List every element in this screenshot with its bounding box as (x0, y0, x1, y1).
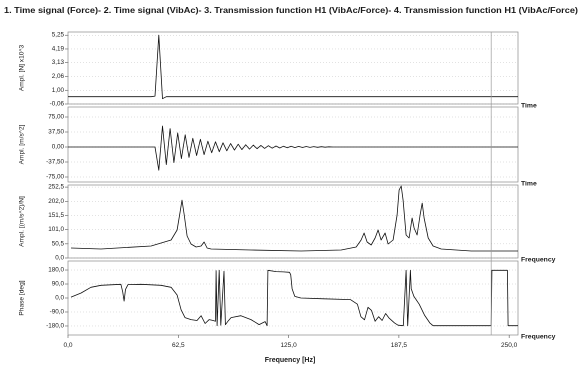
plot-panels: 5,25 4,19 3,13 2,06 1,00 -0,06 Ampl. [N] x10^3… (19, 31, 556, 341)
y-tick-label: -37,50 (46, 159, 64, 166)
y-tick-label: 75,00 (48, 114, 64, 121)
panel-frame (67, 260, 519, 336)
phase-panel: 180,0 90,0 0,0 -90,0 -180,0 Phase [deg] Freque… (19, 260, 556, 341)
x-tick-label: 0,0 (63, 342, 72, 349)
x-tick-label: 250,0 (501, 342, 518, 349)
panel-frame (67, 184, 519, 259)
phase-curve (70, 269, 518, 327)
y-axis-label: Ampl. [N] x10^3 (19, 45, 26, 92)
frequency-axis: 0,0 62,5 125,0 187,5 250,0 (63, 32, 518, 349)
magnitude-curve (70, 185, 518, 252)
panel-domain-label: Frequency (521, 257, 556, 264)
y-tick-label: 252,5 (48, 184, 64, 191)
panel-domain-label: Time (521, 181, 537, 188)
x-tick-label: 125,0 (280, 342, 297, 349)
acceleration-signal-line (68, 125, 518, 171)
panel-domain-label: Time (521, 103, 537, 110)
panel-domain-label: Frequency (521, 334, 556, 341)
y-axis-label: Ampl. [m/s^2] (19, 124, 26, 164)
y-tick-label: 101,0 (48, 226, 64, 233)
y-tick-label: 90,0 (52, 281, 65, 288)
panel-frame (67, 31, 519, 105)
y-tick-label: 1,00 (52, 87, 65, 94)
y-tick-label: 202,0 (48, 198, 64, 205)
x-tick-label: 62,5 (172, 342, 185, 349)
y-tick-label: 37,50 (48, 129, 64, 136)
acceleration-time-panel: 75,00 37,50 0,00 -37,50 -75,00 Ampl. [m/s^2] T… (19, 106, 537, 188)
y-tick-label: 0,0 (55, 255, 64, 262)
y-tick-label: 50,5 (52, 240, 65, 247)
y-tick-label: 151,5 (48, 212, 64, 219)
figure-title: 1. Time signal (Force)- 2. Time signal (… (4, 6, 578, 15)
y-tick-label: 180,0 (48, 267, 64, 274)
y-tick-label: 4,19 (52, 45, 65, 52)
force-time-panel: 5,25 4,19 3,13 2,06 1,00 -0,06 Ampl. [N] x10^3… (19, 31, 537, 110)
y-tick-label: -0,06 (50, 101, 65, 108)
x-tick-label: 187,5 (391, 342, 408, 349)
panel-frame (67, 106, 519, 183)
magnitude-panel: 252,5 202,0 151,5 101,0 50,5 0,0 Ampl. [(m/s^2… (19, 184, 556, 264)
y-tick-label: 0,00 (52, 144, 65, 151)
y-tick-label: -180,0 (46, 322, 64, 329)
y-tick-label: 0,0 (55, 295, 64, 302)
y-axis-label: Phase [deg] (19, 280, 26, 315)
y-tick-label: 2,06 (52, 73, 65, 80)
y-tick-label: -90,0 (50, 308, 65, 315)
y-tick-label: 5,25 (52, 32, 65, 39)
y-tick-label: -75,00 (46, 174, 64, 181)
y-axis-label: Ampl. [(m/s^2)/N] (19, 196, 26, 247)
y-tick-label: 3,13 (52, 59, 65, 66)
force-signal-line (68, 34, 518, 100)
x-axis-label: Frequency [Hz] (265, 357, 316, 364)
